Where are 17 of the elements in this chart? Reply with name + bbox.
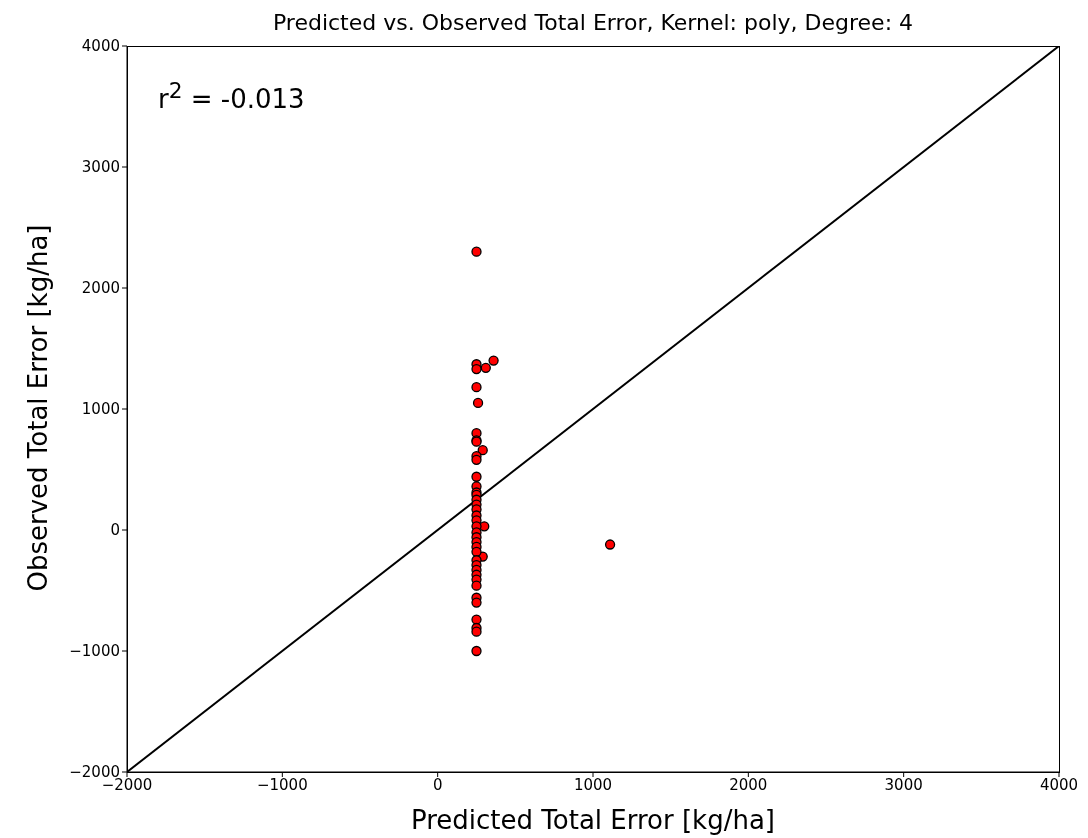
x-axis-title: Predicted Total Error [kg/ha] — [410, 805, 776, 835]
x-tick-label: −1000 — [256, 775, 308, 794]
y-tick-label: −2000 — [69, 763, 120, 782]
y-tick-label: 2000 — [81, 279, 120, 298]
y-tick-label: 4000 — [81, 37, 120, 56]
x-tick-label: 1000 — [573, 775, 613, 794]
x-tick-label: 0 — [432, 775, 443, 794]
y-axis-title: Observed Total Error [kg/ha] — [23, 223, 53, 594]
x-tick-label: 2000 — [729, 775, 768, 794]
y-tick-label: −1000 — [69, 642, 120, 661]
x-tick-label: 3000 — [884, 775, 923, 794]
y-tick-label: 3000 — [81, 158, 120, 177]
y-tick-label: 0 — [110, 521, 120, 540]
chart-title: Predicted vs. Observed Total Error, Kernel: poly, Degree: 4 — [271, 10, 915, 35]
annotation: r$^{2}$ = -0.013 — [158, 78, 305, 114]
y-tick-label: 1000 — [81, 400, 120, 419]
x-tick-label: 4000 — [1039, 775, 1079, 794]
